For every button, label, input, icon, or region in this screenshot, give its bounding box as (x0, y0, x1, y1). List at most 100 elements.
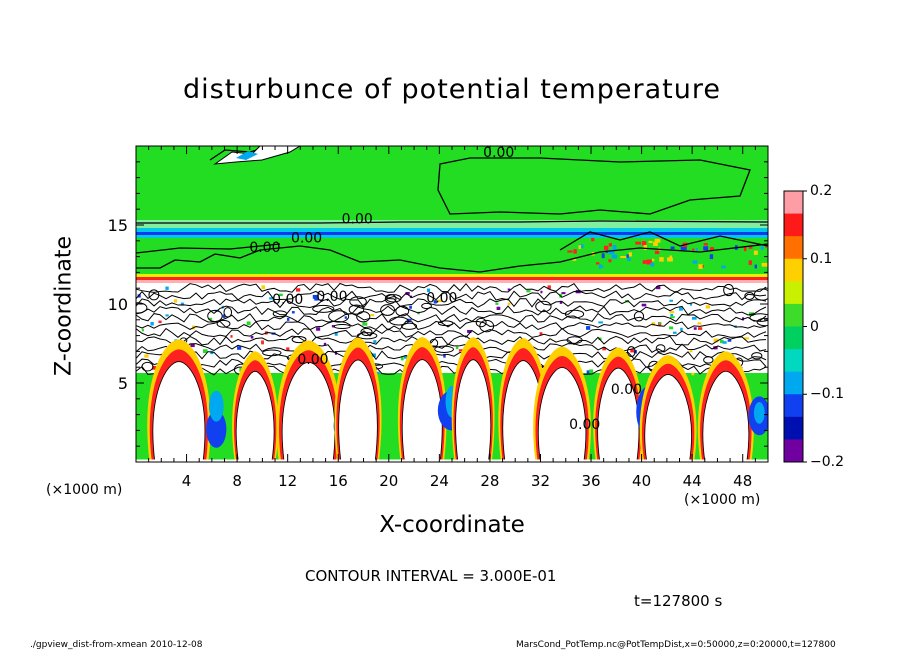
turbulence-contour (136, 282, 767, 294)
turbulence-speck (744, 337, 749, 340)
turbulence-eddy (380, 304, 396, 316)
x-axis: 4 8 12 16 20 24 28 32 36 40 44 48 (148, 146, 756, 490)
upper-speck (611, 254, 618, 259)
plume-core (338, 359, 378, 462)
turbulence-speck (697, 322, 702, 325)
plume-core (235, 370, 275, 462)
turbulence-eddy (389, 316, 409, 326)
turbulence-speck (144, 354, 149, 358)
turbulence-eddy (756, 317, 768, 327)
turbulence-speck (679, 306, 683, 311)
turbulence-speck (371, 353, 376, 358)
turbulence-contour (136, 343, 767, 354)
turbulence-eddy (356, 332, 378, 340)
upper-speck (680, 246, 687, 251)
upper-speck (753, 250, 758, 255)
mid-band-yellow (136, 274, 768, 277)
z-tick-label: 15 (108, 216, 128, 235)
turbulence-eddy (633, 311, 645, 322)
x-tick-label: 20 (379, 472, 398, 490)
turbulence-speck (689, 303, 693, 306)
colorbar-ticks (803, 190, 807, 463)
contour-label: 0.00 (569, 417, 600, 433)
turbulence-speck (370, 314, 375, 317)
colorbar-cell (784, 236, 803, 260)
upper-speck (721, 265, 726, 269)
contour-label: 0.00 (342, 211, 373, 227)
mid-band-pink (136, 280, 768, 283)
turbulence-speck (208, 317, 213, 320)
turbulence-speck (656, 286, 661, 290)
footer-left: ./gpview_dist-from-xmean 2010-12-08 (30, 640, 203, 650)
upper-speck (626, 254, 629, 258)
turbulence-contour (136, 312, 767, 323)
upper-speck (635, 241, 641, 245)
upper-speck (654, 238, 661, 243)
upper-contour-line (136, 243, 281, 254)
upper-speck (578, 245, 581, 249)
cold-pocket (206, 410, 227, 448)
contour-labels: 0.00 0.00 0.00 0.00 0.00 0.00 0.00 0.00 0.00 0.00 (249, 145, 642, 433)
turbulence-speck (495, 302, 499, 305)
upper-speck (646, 259, 652, 265)
upper-speck (643, 245, 648, 250)
turbulence-speck (269, 297, 274, 300)
colorbar-cell (784, 258, 803, 282)
turbulence-speck (526, 290, 531, 293)
turbulence-speck (680, 327, 683, 331)
turbulence-eddy (216, 319, 231, 328)
turbulence-speck (455, 346, 459, 350)
turbulence-eddy (141, 361, 154, 372)
turbulence-eddy (479, 319, 495, 333)
colorbar-cell (784, 303, 803, 327)
colorbar-cell (784, 281, 803, 305)
turbulence-speck (409, 305, 412, 309)
turbulence-eddy (348, 304, 365, 315)
upper-speck (612, 245, 617, 251)
upper-band-cyan (136, 228, 768, 232)
turbulence-speck (344, 316, 347, 319)
contour-label: 0.00 (483, 145, 514, 161)
turbulence-speck (286, 347, 290, 351)
turbulence-speck (173, 299, 178, 303)
x-tick-label: 48 (733, 472, 752, 490)
colorbar-tick-label: 0.2 (810, 183, 833, 199)
turbulence-eddy (395, 305, 410, 317)
upper-speck (703, 243, 708, 246)
upper-contour-line (437, 157, 751, 215)
turbulence-contour (136, 305, 767, 316)
turbulence-speck (190, 344, 195, 348)
x-tick-label: 28 (480, 472, 499, 490)
x-tick-label: 36 (581, 472, 600, 490)
turbulence-speck (691, 316, 697, 320)
turbulence-speck (150, 321, 154, 326)
turbulence-speck (375, 371, 380, 374)
turbulence-speck (670, 316, 675, 319)
turbulence-eddy (753, 288, 768, 301)
turbulence-speck (641, 303, 647, 307)
upper-speck (591, 237, 595, 242)
turbulence-specks (137, 237, 768, 377)
turbulence-contour (136, 327, 767, 339)
upper-speck (654, 250, 660, 255)
turbulence-eddy (723, 283, 735, 297)
turbulence-speck (230, 335, 233, 338)
turbulence-speck (598, 321, 604, 324)
turbulence-eddy (291, 335, 307, 344)
time-label: t=127800 s (634, 592, 723, 610)
turbulence-speck (312, 294, 318, 299)
z-axis: 5 10 15 (108, 161, 768, 447)
upper-speck (692, 248, 695, 251)
upper-band-cyan-lower (136, 235, 768, 238)
turbulence-speck (669, 299, 673, 302)
contour-label: 0.00 (272, 292, 303, 308)
turbulence-speck (559, 300, 563, 304)
x-tick-label: 4 (182, 472, 192, 490)
upper-speck (698, 264, 703, 269)
turbulence-speck (443, 353, 446, 358)
upper-speck (692, 260, 698, 264)
turbulence-speck (158, 320, 162, 324)
turbulence-speck (316, 327, 321, 331)
turbulence-speck (458, 349, 463, 352)
contour-label: 0.00 (611, 382, 642, 398)
